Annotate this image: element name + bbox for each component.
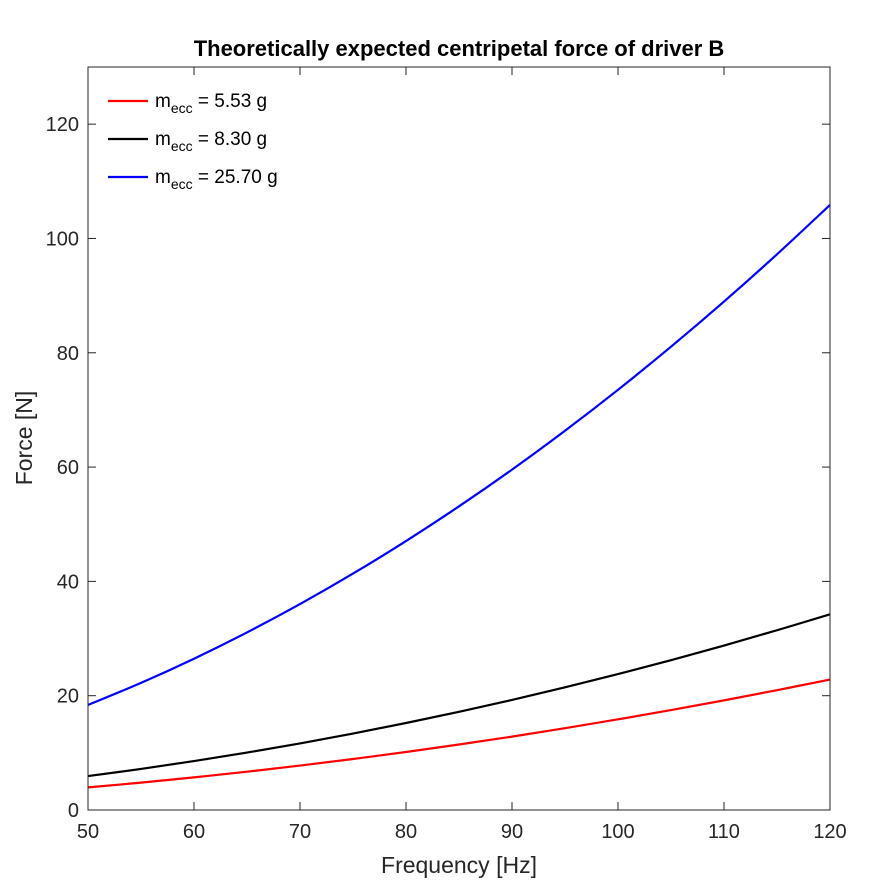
series-line-2 (87, 613, 831, 778)
x-tick-label: 90 (501, 821, 523, 843)
y-tick-label: 0 (68, 800, 79, 822)
y-tick-label: 80 (57, 343, 79, 365)
y-tick-label: 20 (57, 686, 79, 708)
y-tick-label: 120 (46, 114, 79, 136)
legend-entry-base: m (155, 129, 171, 150)
legend-entry-value: = 8.30 g (193, 129, 267, 150)
chart-title: Theoretically expected centripetal force… (194, 36, 725, 61)
legend-entry-subscript: ecc (171, 138, 193, 154)
x-tick-label: 70 (289, 821, 311, 843)
x-axis-label: Frequency [Hz] (381, 852, 537, 878)
legend-entry-base: m (155, 91, 171, 112)
series-line-1 (87, 678, 831, 789)
x-tick-label: 60 (183, 821, 205, 843)
series-line-3 (87, 204, 831, 706)
y-tick-label: 40 (57, 571, 79, 593)
x-tick-label: 100 (601, 821, 634, 843)
legend-entry-2: mecc = 8.30 g (155, 129, 267, 154)
legend-entry-base: m (155, 167, 171, 188)
legend-entry-3: mecc = 25.70 g (155, 167, 278, 192)
legend-entry-subscript: ecc (171, 100, 193, 116)
y-tick-label: 60 (57, 457, 79, 479)
series-layer (87, 204, 831, 789)
axes-box (87, 66, 831, 811)
x-tick-label: 120 (813, 821, 846, 843)
legend-entry-value: = 25.70 g (193, 167, 278, 188)
legend-entry-value: = 5.53 g (193, 91, 267, 112)
x-tick-label: 80 (395, 821, 417, 843)
x-tick-label: 110 (708, 821, 740, 843)
x-tick-label: 50 (77, 821, 99, 843)
plot-area (88, 67, 830, 810)
legend-entry-1: mecc = 5.53 g (155, 91, 267, 116)
y-axis-label: Force [N] (11, 391, 37, 486)
legend-entry-subscript: ecc (171, 176, 193, 192)
y-tick-label: 100 (46, 228, 79, 250)
tick-layer: 50 60 70 80 90 100 110 120 0 20 40 60 80 100 120 (46, 67, 847, 843)
